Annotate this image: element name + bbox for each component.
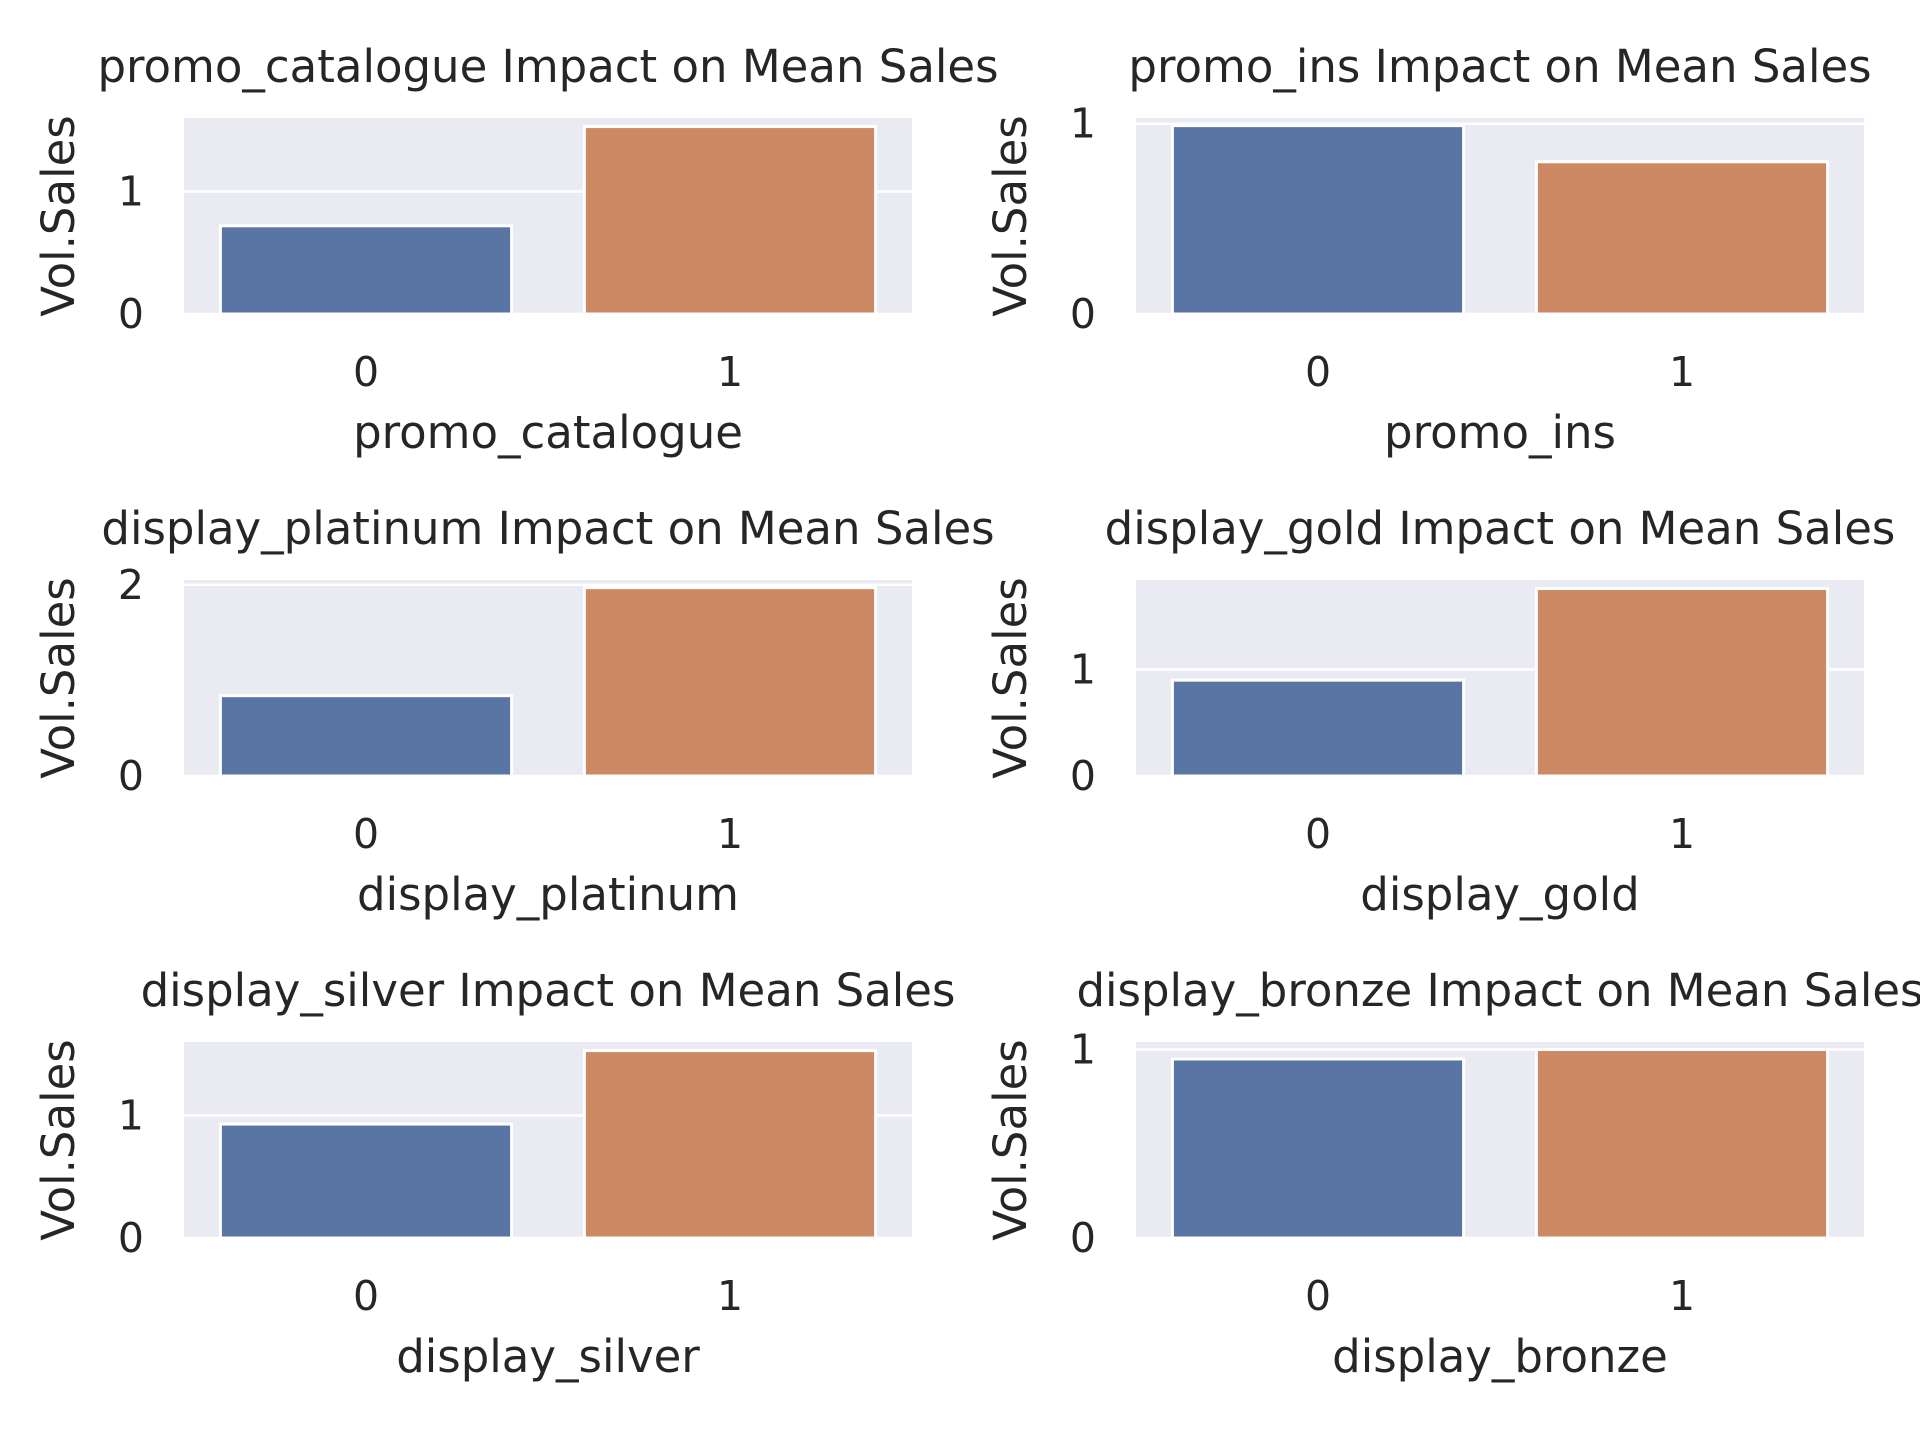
x-tick-label: 0 <box>1305 348 1331 396</box>
x-tick-label: 1 <box>717 810 743 858</box>
y-tick-label: 1 <box>118 168 144 216</box>
subplot-4: 0 1 0 1 display_gold Impact on Mean Sales dis… <box>984 502 1895 921</box>
x-tick-label: 0 <box>353 810 379 858</box>
bar-1 <box>582 125 878 316</box>
y-axis-label: Vol.Sales <box>984 1039 1037 1240</box>
bar-1 <box>582 586 878 778</box>
y-axis-label: Vol.Sales <box>32 577 85 778</box>
y-tick-label: 0 <box>118 752 144 800</box>
x-axis-label: display_silver <box>396 1330 700 1383</box>
x-tick-label: 1 <box>717 348 743 396</box>
x-axis-label: promo_ins <box>1384 406 1616 459</box>
x-tick-label: 0 <box>1305 810 1331 858</box>
y-tick-label: 2 <box>118 561 144 609</box>
y-axis-label: Vol.Sales <box>32 115 85 316</box>
x-tick-label: 1 <box>1669 1272 1695 1320</box>
bar-0 <box>218 694 514 778</box>
chart-title: display_bronze Impact on Mean Sales <box>1076 964 1920 1017</box>
chart-title: promo_catalogue Impact on Mean Sales <box>97 40 998 93</box>
y-tick-label: 1 <box>118 1092 144 1140</box>
subplot-3: 0 2 0 1 display_platinum Impact on Mean Sale… <box>32 502 995 921</box>
y-tick-label: 0 <box>1070 752 1096 800</box>
y-tick-label: 1 <box>1070 1026 1096 1074</box>
x-axis-label: display_platinum <box>357 868 739 921</box>
x-tick-label: 1 <box>1669 810 1695 858</box>
x-tick-label: 0 <box>353 348 379 396</box>
y-axis-label: Vol.Sales <box>32 1039 85 1240</box>
x-axis-label: display_gold <box>1360 868 1639 921</box>
chart-title: display_platinum Impact on Mean Sales <box>101 502 994 555</box>
x-tick-label: 0 <box>353 1272 379 1320</box>
subplot-5: 0 1 0 1 display_silver Impact on Mean Sales d… <box>32 964 955 1383</box>
x-axis-label: display_bronze <box>1332 1330 1668 1383</box>
bar-0 <box>1170 1057 1466 1240</box>
chart-title: promo_ins Impact on Mean Sales <box>1128 40 1871 93</box>
y-tick-label: 0 <box>118 1214 144 1262</box>
bar-1 <box>1534 587 1830 778</box>
subplot-6: 0 1 0 1 display_bronze Impact on Mean Sales d… <box>984 964 1920 1383</box>
y-axis-label: Vol.Sales <box>984 577 1037 778</box>
subplot-2: 0 1 0 1 promo_ins Impact on Mean Sales promo_… <box>984 40 1872 459</box>
y-tick-label: 0 <box>1070 1214 1096 1262</box>
x-tick-label: 1 <box>717 1272 743 1320</box>
bar-1 <box>1534 160 1830 316</box>
bar-0 <box>1170 124 1466 316</box>
chart-title: display_silver Impact on Mean Sales <box>141 964 956 1017</box>
y-tick-label: 1 <box>1070 645 1096 693</box>
x-tick-label: 1 <box>1669 348 1695 396</box>
y-tick-label: 0 <box>1070 290 1096 338</box>
y-tick-label: 0 <box>118 290 144 338</box>
subplot-1: 0 1 0 1 promo_catalogue Impact on Mean Sales… <box>32 40 999 459</box>
x-axis-label: promo_catalogue <box>353 406 743 459</box>
bar-0 <box>1170 678 1466 778</box>
y-tick-label: 1 <box>1070 100 1096 148</box>
bar-1 <box>1534 1048 1830 1240</box>
y-axis-label: Vol.Sales <box>984 115 1037 316</box>
bar-0 <box>218 1122 514 1240</box>
chart-title: display_gold Impact on Mean Sales <box>1105 502 1896 555</box>
bar-0 <box>218 224 514 316</box>
bar-1 <box>582 1049 878 1240</box>
x-tick-label: 0 <box>1305 1272 1331 1320</box>
